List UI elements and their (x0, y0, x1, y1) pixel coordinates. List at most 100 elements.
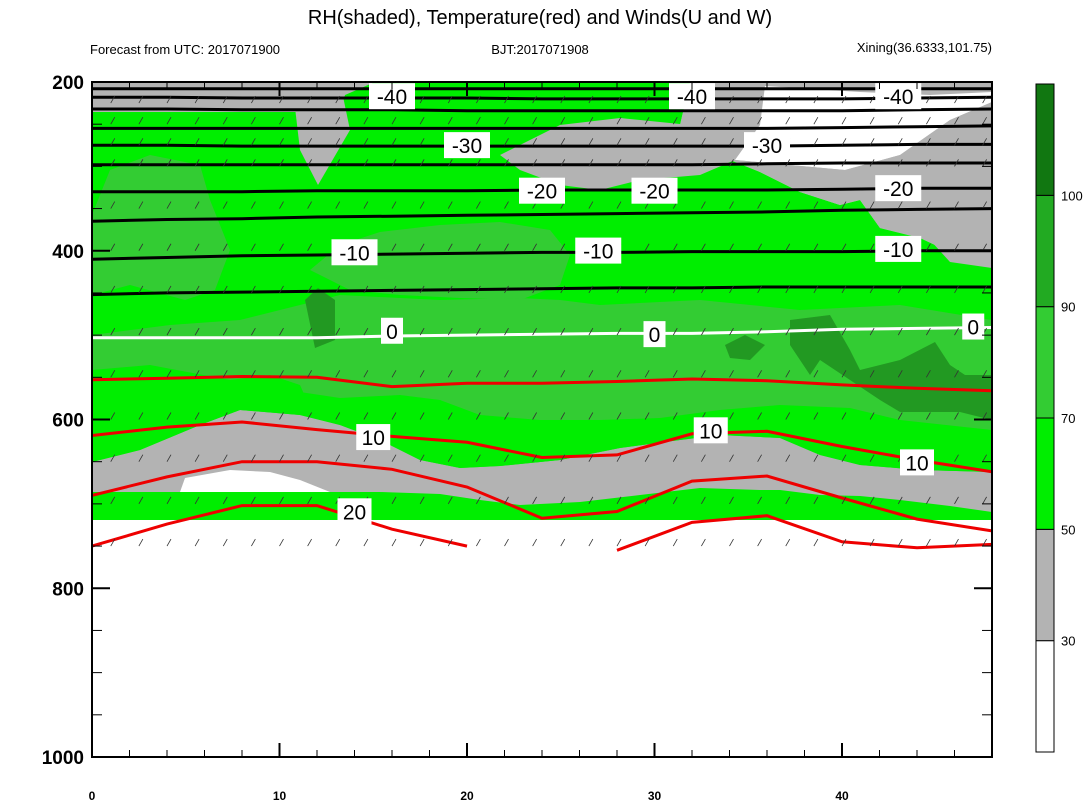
colorbar-segment (1035, 417, 1055, 530)
wind-barb (391, 454, 397, 462)
contour-label-box (331, 239, 378, 266)
wind-barb (476, 116, 481, 125)
wind-barb (307, 327, 312, 336)
wind-barb (447, 327, 453, 336)
wind-barb (419, 454, 425, 462)
wind-barb (222, 159, 228, 167)
wind-barb (672, 412, 678, 420)
wind-barb (110, 412, 116, 420)
wind-barb (560, 95, 566, 104)
wind-barb (279, 370, 284, 378)
wind-barb (729, 201, 734, 209)
wind-barb (729, 327, 734, 336)
wind-barb (194, 138, 200, 146)
wind-barb (841, 370, 847, 378)
wind-barb (504, 159, 509, 167)
wind-barb (982, 285, 987, 294)
rh-lightgreen-bottom (92, 388, 992, 472)
wind-barb (194, 412, 200, 420)
wind-barb (138, 201, 144, 209)
wind-barb (644, 159, 650, 167)
colorbar-segment (1035, 306, 1055, 419)
wind-barb (813, 370, 819, 378)
forecast-subtitle: Forecast from UTC: 2017071900 (90, 42, 280, 57)
wind-barb (588, 138, 594, 146)
wind-barb (363, 95, 369, 104)
wind-barb (391, 201, 397, 209)
wind-barb (504, 454, 509, 462)
wind-barb (110, 370, 116, 378)
wind-barb (785, 201, 791, 209)
wind-barb (532, 327, 537, 336)
y-tick-label: 800 (52, 579, 84, 600)
wind-barb (701, 454, 706, 462)
temperature-contour-line (92, 460, 992, 533)
wind-barb (335, 116, 341, 125)
wind-barb (251, 95, 256, 104)
wind-barb (701, 243, 706, 251)
wind-barb (110, 95, 116, 104)
wind-barb (785, 454, 791, 462)
wind-barb (532, 412, 537, 420)
wind-barb (279, 243, 284, 251)
wind-barb (757, 538, 762, 547)
wind-barb (869, 201, 875, 209)
temperature-contour-line (92, 504, 992, 552)
contour-labels: -40 -40 -40 -30 -30 -20 -20 -20 -10 -10 -10 0 0 0 10 10… (331, 83, 985, 525)
contour-label-box (962, 313, 985, 340)
wind-barb (644, 454, 650, 462)
wind-barb (363, 116, 369, 125)
wind-barb (110, 116, 116, 125)
wind-barb (616, 538, 622, 547)
wind-barb (588, 496, 594, 505)
wind-barb (982, 116, 987, 125)
wind-barb (729, 95, 734, 104)
wind-barb (672, 496, 678, 505)
wind-barb (926, 201, 931, 209)
colorbar-tick-label: 70 (1061, 411, 1075, 426)
wind-barb (251, 285, 256, 294)
wind-barb (588, 370, 594, 378)
contour-label: -10 (339, 242, 369, 265)
wind-barb (363, 285, 369, 294)
temperature-contour-line (92, 374, 992, 393)
wind-barb (476, 285, 481, 294)
wind-barb (194, 538, 200, 547)
wind-barb (391, 412, 397, 420)
wind-barb (813, 538, 819, 547)
wind-barb (785, 285, 791, 294)
contour-label-box (900, 449, 934, 476)
wind-barb (841, 327, 847, 336)
wind-barb (616, 412, 622, 420)
wind-barb (813, 201, 819, 209)
wind-barb (419, 496, 425, 505)
wind-barb (279, 327, 284, 336)
wind-barb (476, 95, 481, 104)
contour-label-box (519, 177, 565, 204)
wind-barb (335, 327, 341, 336)
wind-barb (841, 201, 847, 209)
wind-barb (785, 116, 791, 125)
wind-barb (869, 538, 875, 547)
wind-barb (757, 496, 762, 505)
wind-barb (588, 116, 594, 125)
wind-barb (954, 412, 959, 420)
wind-barb (869, 243, 875, 251)
wind-barb (194, 116, 200, 125)
wind-barb (644, 243, 650, 251)
wind-barb (841, 285, 847, 294)
x-tick-label: 40 (835, 789, 849, 803)
wind-barb (926, 243, 931, 251)
wind-barb (729, 454, 734, 462)
wind-barb (616, 454, 622, 462)
wind-barb (588, 412, 594, 420)
wind-barb (616, 95, 622, 104)
wind-barb (279, 412, 284, 420)
wind-barb (701, 327, 706, 336)
wind-barb (307, 116, 312, 125)
wind-barb (841, 496, 847, 505)
wind-barb (785, 243, 791, 251)
wind-barb (222, 116, 228, 125)
x-tick-label: 0 (89, 789, 96, 803)
